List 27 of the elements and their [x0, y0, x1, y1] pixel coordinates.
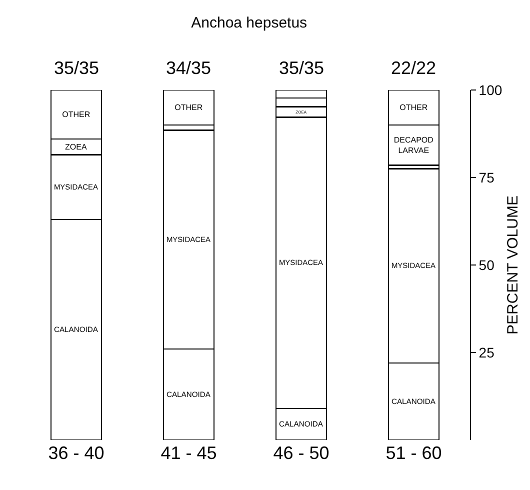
- text: CALANOIDA: [391, 396, 436, 406]
- series-label: CALANOIDA: [54, 325, 99, 334]
- text: CALANOIDA: [278, 420, 323, 429]
- y-tick-label: 75: [478, 169, 495, 186]
- y-tick-label: 50: [478, 256, 495, 273]
- text: 35/35: [279, 58, 324, 78]
- text: MYSIDACEA: [391, 261, 436, 270]
- text: MYSIDACEA: [166, 234, 210, 244]
- chart-title: Anchoa hepsetus: [191, 14, 308, 32]
- text: 22/22: [391, 58, 436, 78]
- text: 34/35: [166, 58, 212, 78]
- text: OTHER: [62, 110, 90, 119]
- x-tick-label: 46 - 50: [273, 443, 330, 463]
- text: ZOEA: [65, 142, 87, 152]
- series-label: OTHER: [174, 103, 203, 112]
- series-label: MYSIDACEA: [54, 182, 98, 192]
- text: CALANOIDA: [166, 390, 210, 399]
- x-tick-label: 41 - 45: [160, 443, 217, 463]
- y-tick-label: 25: [478, 344, 495, 360]
- text: 35/35: [54, 58, 100, 78]
- text: OTHER: [400, 103, 428, 112]
- x-tick-label: 51 - 60: [386, 443, 442, 463]
- series-label: DECAPOD LARVAE: [394, 135, 434, 155]
- text: MYSIDACEA: [278, 258, 323, 268]
- y-axis-title: PERCENT VOLUME: [504, 196, 522, 334]
- x-tick-label: 36 - 40: [48, 443, 104, 463]
- y-tick-label: 100: [478, 82, 502, 98]
